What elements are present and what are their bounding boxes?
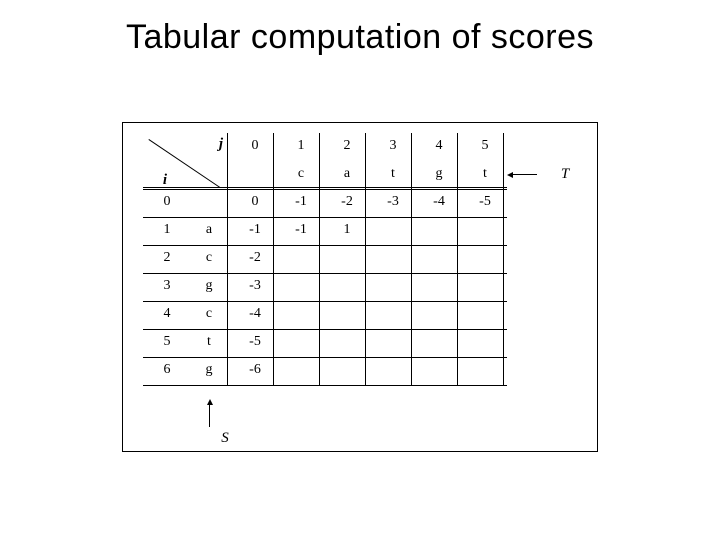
row-hline-1 [143,217,507,218]
label-T: T [541,167,589,182]
col-vline-1 [273,133,274,385]
col-vline-0 [227,133,228,385]
i-index-4: 4 [143,307,191,321]
i-letter-6: g [185,363,233,377]
i-index-0: 0 [143,195,191,209]
j-index-3: 3 [369,139,417,153]
cell-1-0: -1 [231,223,279,237]
j-index-5: 5 [461,139,509,153]
j-letter-1: a [323,167,371,181]
cell-0-0: 0 [231,195,279,209]
arrow-S [209,405,210,427]
col-vline-6 [503,133,504,385]
arrow-T [513,174,537,175]
col-vline-4 [411,133,412,385]
i-index-5: 5 [143,335,191,349]
i-letter-4: c [185,307,233,321]
i-letter-1: a [185,223,233,237]
i-letter-3: g [185,279,233,293]
j-letter-0: c [277,167,325,181]
j-index-4: 4 [415,139,463,153]
row-hline-4 [143,301,507,302]
cell-0-1: -1 [277,195,325,209]
label-S: S [201,431,249,446]
cell-0-2: -2 [323,195,371,209]
j-letter-4: t [461,167,509,181]
i-index-6: 6 [143,363,191,377]
cell-4-0: -4 [231,307,279,321]
page-title: Tabular computation of scores [0,18,720,57]
cell-5-0: -5 [231,335,279,349]
figure-frame: ji012345catgt00-1-2-3-4-51a-1-112c-23g-3… [122,122,598,452]
cell-2-0: -2 [231,251,279,265]
i-index-1: 1 [143,223,191,237]
j-index-1: 1 [277,139,325,153]
i-index-2: 2 [143,251,191,265]
row-hline-5 [143,329,507,330]
i-index-3: 3 [143,279,191,293]
slide: Tabular computation of scores ji012345ca… [0,0,720,540]
row-hline-3 [143,273,507,274]
j-index-0: 0 [231,139,279,153]
row-hline-2 [143,245,507,246]
col-vline-2 [319,133,320,385]
row-hline-7 [143,385,507,386]
row-hline-0 [143,189,507,190]
cell-1-2: 1 [323,223,371,237]
cell-3-0: -3 [231,279,279,293]
col-vline-5 [457,133,458,385]
header-hline [143,187,507,188]
col-vline-3 [365,133,366,385]
cell-1-1: -1 [277,223,325,237]
cell-6-0: -6 [231,363,279,377]
i-letter-2: c [185,251,233,265]
j-index-2: 2 [323,139,371,153]
j-letter-3: g [415,167,463,181]
row-hline-6 [143,357,507,358]
cell-0-5: -5 [461,195,509,209]
cell-0-3: -3 [369,195,417,209]
j-letter-2: t [369,167,417,181]
cell-0-4: -4 [415,195,463,209]
i-letter-5: t [185,335,233,349]
label-i: i [141,173,189,188]
